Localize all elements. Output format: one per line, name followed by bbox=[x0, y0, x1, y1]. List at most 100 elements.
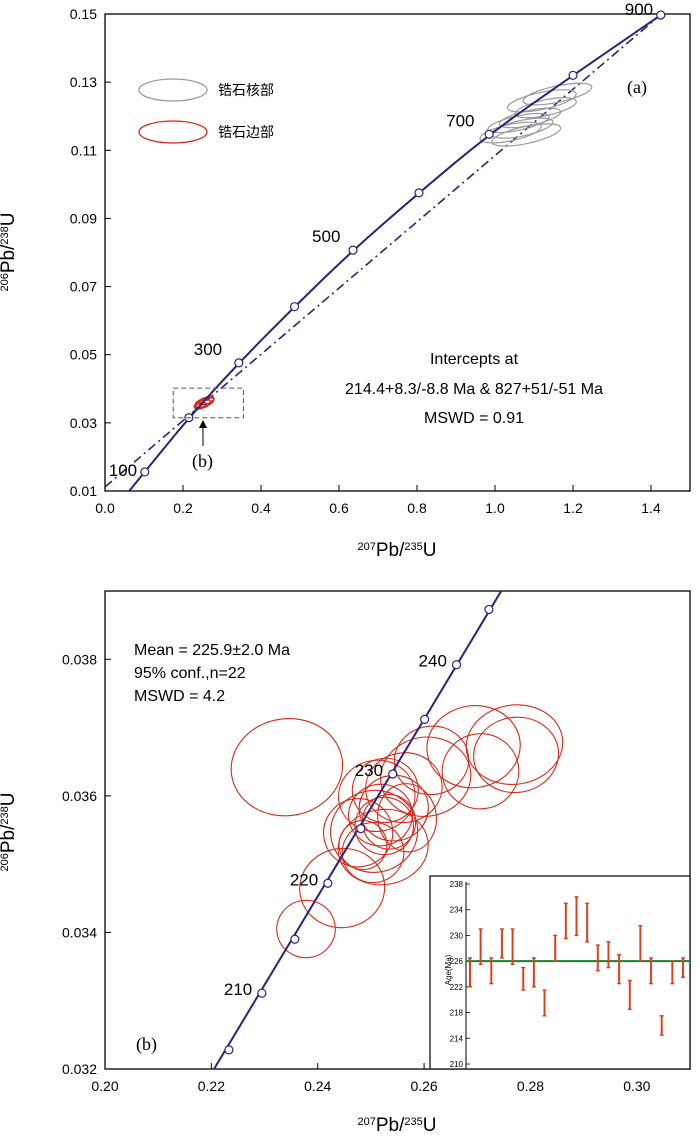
inset-y-tick-label: 234 bbox=[450, 906, 464, 915]
rim-ellipse bbox=[348, 783, 413, 847]
concordia-age-marker bbox=[234, 358, 244, 368]
inset-y-tick-label: 214 bbox=[450, 1034, 464, 1043]
panel-b-label: (b) bbox=[136, 1034, 157, 1055]
y-tick-label: 0.13 bbox=[70, 74, 97, 90]
rim-ellipse bbox=[299, 847, 386, 929]
inset-y-tick-label: 230 bbox=[450, 931, 464, 940]
concordia-age-label: 900 bbox=[625, 0, 653, 19]
rim-ellipse bbox=[377, 783, 437, 853]
rim-ellipse bbox=[465, 704, 564, 785]
panel-b: 0.20 0.22 0.24 0.26 0.28 0.30 0.032 0.034 0.036… bbox=[0, 590, 691, 1136]
zoom-box bbox=[172, 387, 244, 419]
y-tick-label: 0.15 bbox=[70, 6, 97, 22]
concordia-age-marker bbox=[356, 824, 366, 834]
x-tick-label: 0.26 bbox=[410, 1078, 437, 1094]
panel-b-x-ticks: 0.20 0.22 0.24 0.26 0.28 0.30 bbox=[91, 1063, 651, 1094]
concordia-age-label: 210 bbox=[224, 980, 252, 999]
panel-b-x-axis-title: 207Pb/235U bbox=[358, 1115, 437, 1136]
age-inset: 210 214 218 222 226 230 234 238 Age(Ma) bbox=[429, 875, 691, 1070]
concordia-age-marker bbox=[388, 769, 398, 779]
intercepts-values: 214.4+8.3/-8.8 Ma & 827+51/-51 Ma bbox=[345, 381, 603, 398]
panel-a-rim-ellipses bbox=[193, 395, 215, 410]
inset-error-bars bbox=[466, 896, 690, 1036]
panel-b-concordia: 210 220 230 240 bbox=[213, 590, 503, 1070]
concordia-age-marker bbox=[257, 988, 267, 998]
legend-rim-label: 锆石边部 bbox=[218, 125, 274, 141]
legend-rim-swatch bbox=[138, 120, 208, 144]
concordia-age-marker bbox=[484, 604, 494, 615]
zoom-inset-label: (b) bbox=[192, 451, 213, 472]
y-tick-label: 0.03 bbox=[70, 415, 97, 431]
x-tick-label: 0.22 bbox=[198, 1078, 225, 1094]
concordia-age-label: 300 bbox=[194, 340, 222, 359]
x-tick-label: 0.8 bbox=[407, 500, 427, 516]
concordia-age-marker bbox=[568, 70, 578, 80]
y-tick-label: 0.05 bbox=[70, 347, 97, 363]
concordia-age-marker bbox=[656, 10, 666, 20]
inset-y-tick-label: 222 bbox=[450, 983, 464, 992]
concordia-age-marker bbox=[414, 188, 424, 198]
x-tick-label: 0.24 bbox=[304, 1078, 331, 1094]
concordia-age-label: 100 bbox=[109, 461, 137, 480]
intercepts-mswd: MSWD = 0.91 bbox=[424, 410, 524, 427]
mswd-text: MSWD = 4.2 bbox=[134, 688, 225, 705]
x-tick-label: 1.2 bbox=[563, 500, 583, 516]
inset-y-axis-title: Age(Ma) bbox=[444, 954, 453, 985]
y-tick-label: 0.01 bbox=[70, 483, 97, 499]
x-tick-label: 1.0 bbox=[485, 500, 505, 516]
confidence-text: 95% conf.,n=22 bbox=[134, 665, 246, 682]
x-tick-label: 0.0 bbox=[95, 500, 115, 516]
inset-y-tick-label: 238 bbox=[450, 880, 464, 889]
rim-ellipse bbox=[473, 716, 560, 794]
concordia-age-label: 220 bbox=[290, 870, 318, 889]
concordia-age-marker bbox=[484, 129, 494, 139]
concordia-age-marker bbox=[348, 245, 358, 255]
rim-ellipse bbox=[329, 789, 419, 873]
rim-ellipse bbox=[393, 725, 470, 796]
rim-ellipse bbox=[351, 757, 419, 824]
mean-age-text: Mean = 225.9±2.0 Ma bbox=[134, 642, 290, 659]
legend-core-label: 锆石核部 bbox=[218, 83, 274, 99]
concordia-age-marker bbox=[224, 1045, 234, 1055]
y-tick-label: 0.11 bbox=[71, 142, 97, 158]
concordia-age-marker bbox=[323, 878, 333, 888]
legend-core-swatch bbox=[138, 78, 208, 102]
y-tick-label: 0.034 bbox=[62, 924, 97, 940]
panel-a-frame bbox=[104, 13, 691, 492]
panel-a-y-ticks: 0.01 0.03 0.05 0.07 0.09 0.11 0.13 0.15 bbox=[70, 6, 111, 499]
concordia-age-marker bbox=[290, 934, 300, 944]
intercepts-heading: Intercepts at bbox=[430, 351, 519, 368]
rim-ellipse bbox=[365, 752, 443, 824]
rim-ellipse bbox=[426, 705, 521, 789]
panel-b-frame bbox=[104, 590, 691, 1070]
zoom-arrow-head bbox=[199, 420, 207, 428]
inset-frame bbox=[429, 875, 691, 1070]
rim-ellipse bbox=[276, 899, 336, 959]
y-tick-label: 0.07 bbox=[70, 279, 97, 295]
inset-y-tick-label: 226 bbox=[450, 957, 464, 966]
concordia-age-label: 230 bbox=[355, 761, 383, 780]
panel-b-y-axis-title: 206Pb/238U bbox=[0, 793, 19, 872]
rim-ellipse bbox=[194, 401, 207, 410]
y-tick-label: 0.09 bbox=[70, 210, 97, 226]
x-tick-label: 0.30 bbox=[623, 1078, 650, 1094]
inset-y-tick-label: 218 bbox=[450, 1009, 464, 1018]
y-tick-label: 0.032 bbox=[62, 1061, 97, 1077]
core-ellipse bbox=[479, 121, 542, 144]
panel-a-x-ticks: 0.0 0.2 0.4 0.6 0.8 1.0 1.2 1.4 bbox=[95, 485, 661, 516]
x-tick-label: 1.4 bbox=[641, 500, 661, 516]
concordia-age-label: 700 bbox=[446, 111, 474, 130]
core-ellipse bbox=[491, 123, 562, 147]
panel-a-label: (a) bbox=[627, 77, 647, 98]
x-tick-label: 0.20 bbox=[91, 1078, 118, 1094]
panel-a-core-ellipses bbox=[479, 82, 593, 147]
x-tick-label: 0.4 bbox=[251, 500, 271, 516]
panel-a: 0.0 0.2 0.4 0.6 0.8 1.0 1.2 1.4 0.010.030.050.0… bbox=[0, 0, 691, 561]
concordia-age-label: 240 bbox=[419, 652, 447, 671]
panel-a-zoom-box bbox=[172, 387, 244, 419]
concordia-age-marker bbox=[140, 467, 150, 477]
core-ellipse bbox=[514, 97, 577, 119]
x-tick-label: 0.2 bbox=[173, 500, 193, 516]
concordia-age-marker bbox=[289, 302, 300, 312]
